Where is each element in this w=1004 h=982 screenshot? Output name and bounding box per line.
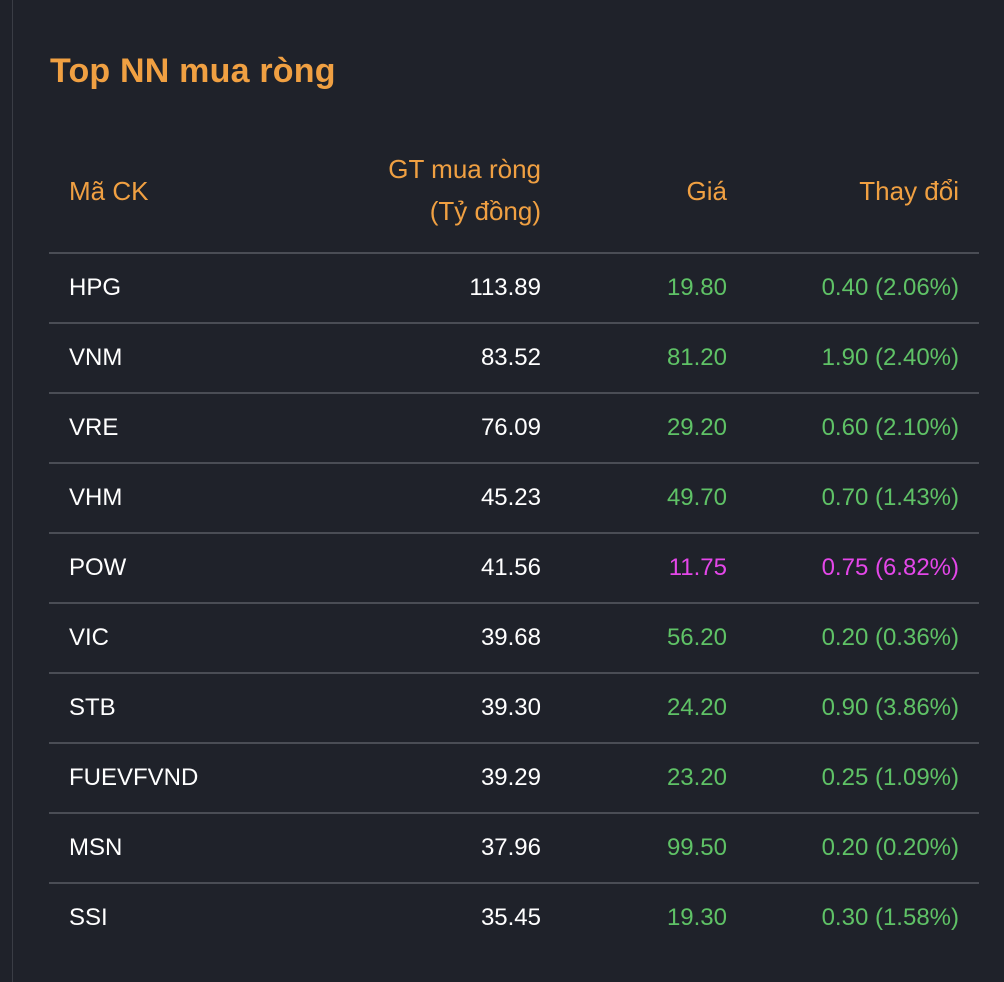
price-change: 1.90 (2.40%) (821, 344, 959, 371)
table-row[interactable]: VIC 39.68 56.20 0.20 (0.36%) (49, 604, 979, 674)
price-change: 0.20 (0.36%) (821, 624, 959, 651)
stock-price: 19.30 (666, 904, 727, 931)
table-row[interactable]: POW 41.56 11.75 0.75 (6.82%) (49, 534, 979, 604)
stock-price: 11.75 (668, 554, 727, 581)
stock-code[interactable]: VIC (69, 624, 110, 651)
stock-code[interactable]: SSI (69, 904, 108, 931)
column-header-code: Mã CK (69, 176, 149, 206)
left-divider (12, 0, 13, 982)
stock-code[interactable]: POW (69, 554, 127, 581)
column-header-change: Thay đổi (859, 176, 959, 206)
net-buy-value: 45.23 (480, 484, 541, 511)
stock-code[interactable]: HPG (69, 274, 122, 301)
net-buy-value: 37.96 (480, 834, 541, 861)
table-row[interactable]: FUEVFVND 39.29 23.20 0.25 (1.09%) (49, 744, 979, 814)
column-header-net-value: GT mua ròng (Tỷ đồng) (388, 148, 541, 232)
price-change: 0.40 (2.06%) (821, 274, 959, 301)
stock-code[interactable]: MSN (69, 834, 123, 861)
stock-price: 49.70 (666, 484, 727, 511)
price-change: 0.30 (1.58%) (821, 904, 959, 931)
price-change: 0.25 (1.09%) (821, 764, 959, 791)
table-body: HPG 113.89 19.80 0.40 (2.06%) VNM 83.52 … (49, 254, 979, 952)
stock-code[interactable]: VHM (69, 484, 123, 511)
price-change: 0.75 (6.82%) (821, 554, 959, 581)
table-row[interactable]: VNM 83.52 81.20 1.90 (2.40%) (49, 324, 979, 394)
price-change: 0.90 (3.86%) (821, 694, 959, 721)
stock-price: 24.20 (666, 694, 727, 721)
foreign-net-buy-panel: Top NN mua ròng Mã CK GT mua ròng (Tỷ đồ… (13, 0, 1004, 982)
net-buy-value: 39.29 (480, 764, 541, 791)
panel-title: Top NN mua ròng (50, 52, 336, 90)
stock-price: 81.20 (666, 344, 727, 371)
table-row[interactable]: VHM 45.23 49.70 0.70 (1.43%) (49, 464, 979, 534)
stock-code[interactable]: FUEVFVND (69, 764, 199, 791)
stock-price: 19.80 (666, 274, 727, 301)
column-header-net-value-line2: (Tỷ đồng) (429, 196, 541, 226)
table-header: Mã CK GT mua ròng (Tỷ đồng) Giá Thay đổi (49, 130, 979, 254)
stock-price: 23.20 (666, 764, 727, 791)
table-row[interactable]: VRE 76.09 29.20 0.60 (2.10%) (49, 394, 979, 464)
net-buy-value: 113.89 (469, 274, 541, 301)
net-buy-value: 41.56 (480, 554, 541, 581)
table-row[interactable]: SSI 35.45 19.30 0.30 (1.58%) (49, 884, 979, 952)
stock-code[interactable]: VRE (69, 414, 119, 441)
net-buy-value: 83.52 (480, 344, 541, 371)
stock-code[interactable]: STB (69, 694, 116, 721)
stock-code[interactable]: VNM (69, 344, 123, 371)
price-change: 0.20 (0.20%) (821, 834, 959, 861)
price-change: 0.60 (2.10%) (821, 414, 959, 441)
table-row[interactable]: STB 39.30 24.20 0.90 (3.86%) (49, 674, 979, 744)
table-row[interactable]: MSN 37.96 99.50 0.20 (0.20%) (49, 814, 979, 884)
price-change: 0.70 (1.43%) (821, 484, 959, 511)
stock-price: 99.50 (666, 834, 727, 861)
stock-price: 29.20 (666, 414, 727, 441)
stock-price: 56.20 (666, 624, 727, 651)
table-row[interactable]: HPG 113.89 19.80 0.40 (2.06%) (49, 254, 979, 324)
column-header-net-value-line1: GT mua ròng (388, 154, 541, 184)
net-buy-value: 76.09 (480, 414, 541, 441)
column-header-price: Giá (686, 176, 727, 206)
net-buy-table: Mã CK GT mua ròng (Tỷ đồng) Giá Thay đổi… (49, 130, 979, 952)
net-buy-value: 39.68 (480, 624, 541, 651)
net-buy-value: 35.45 (480, 904, 541, 931)
net-buy-value: 39.30 (480, 694, 541, 721)
